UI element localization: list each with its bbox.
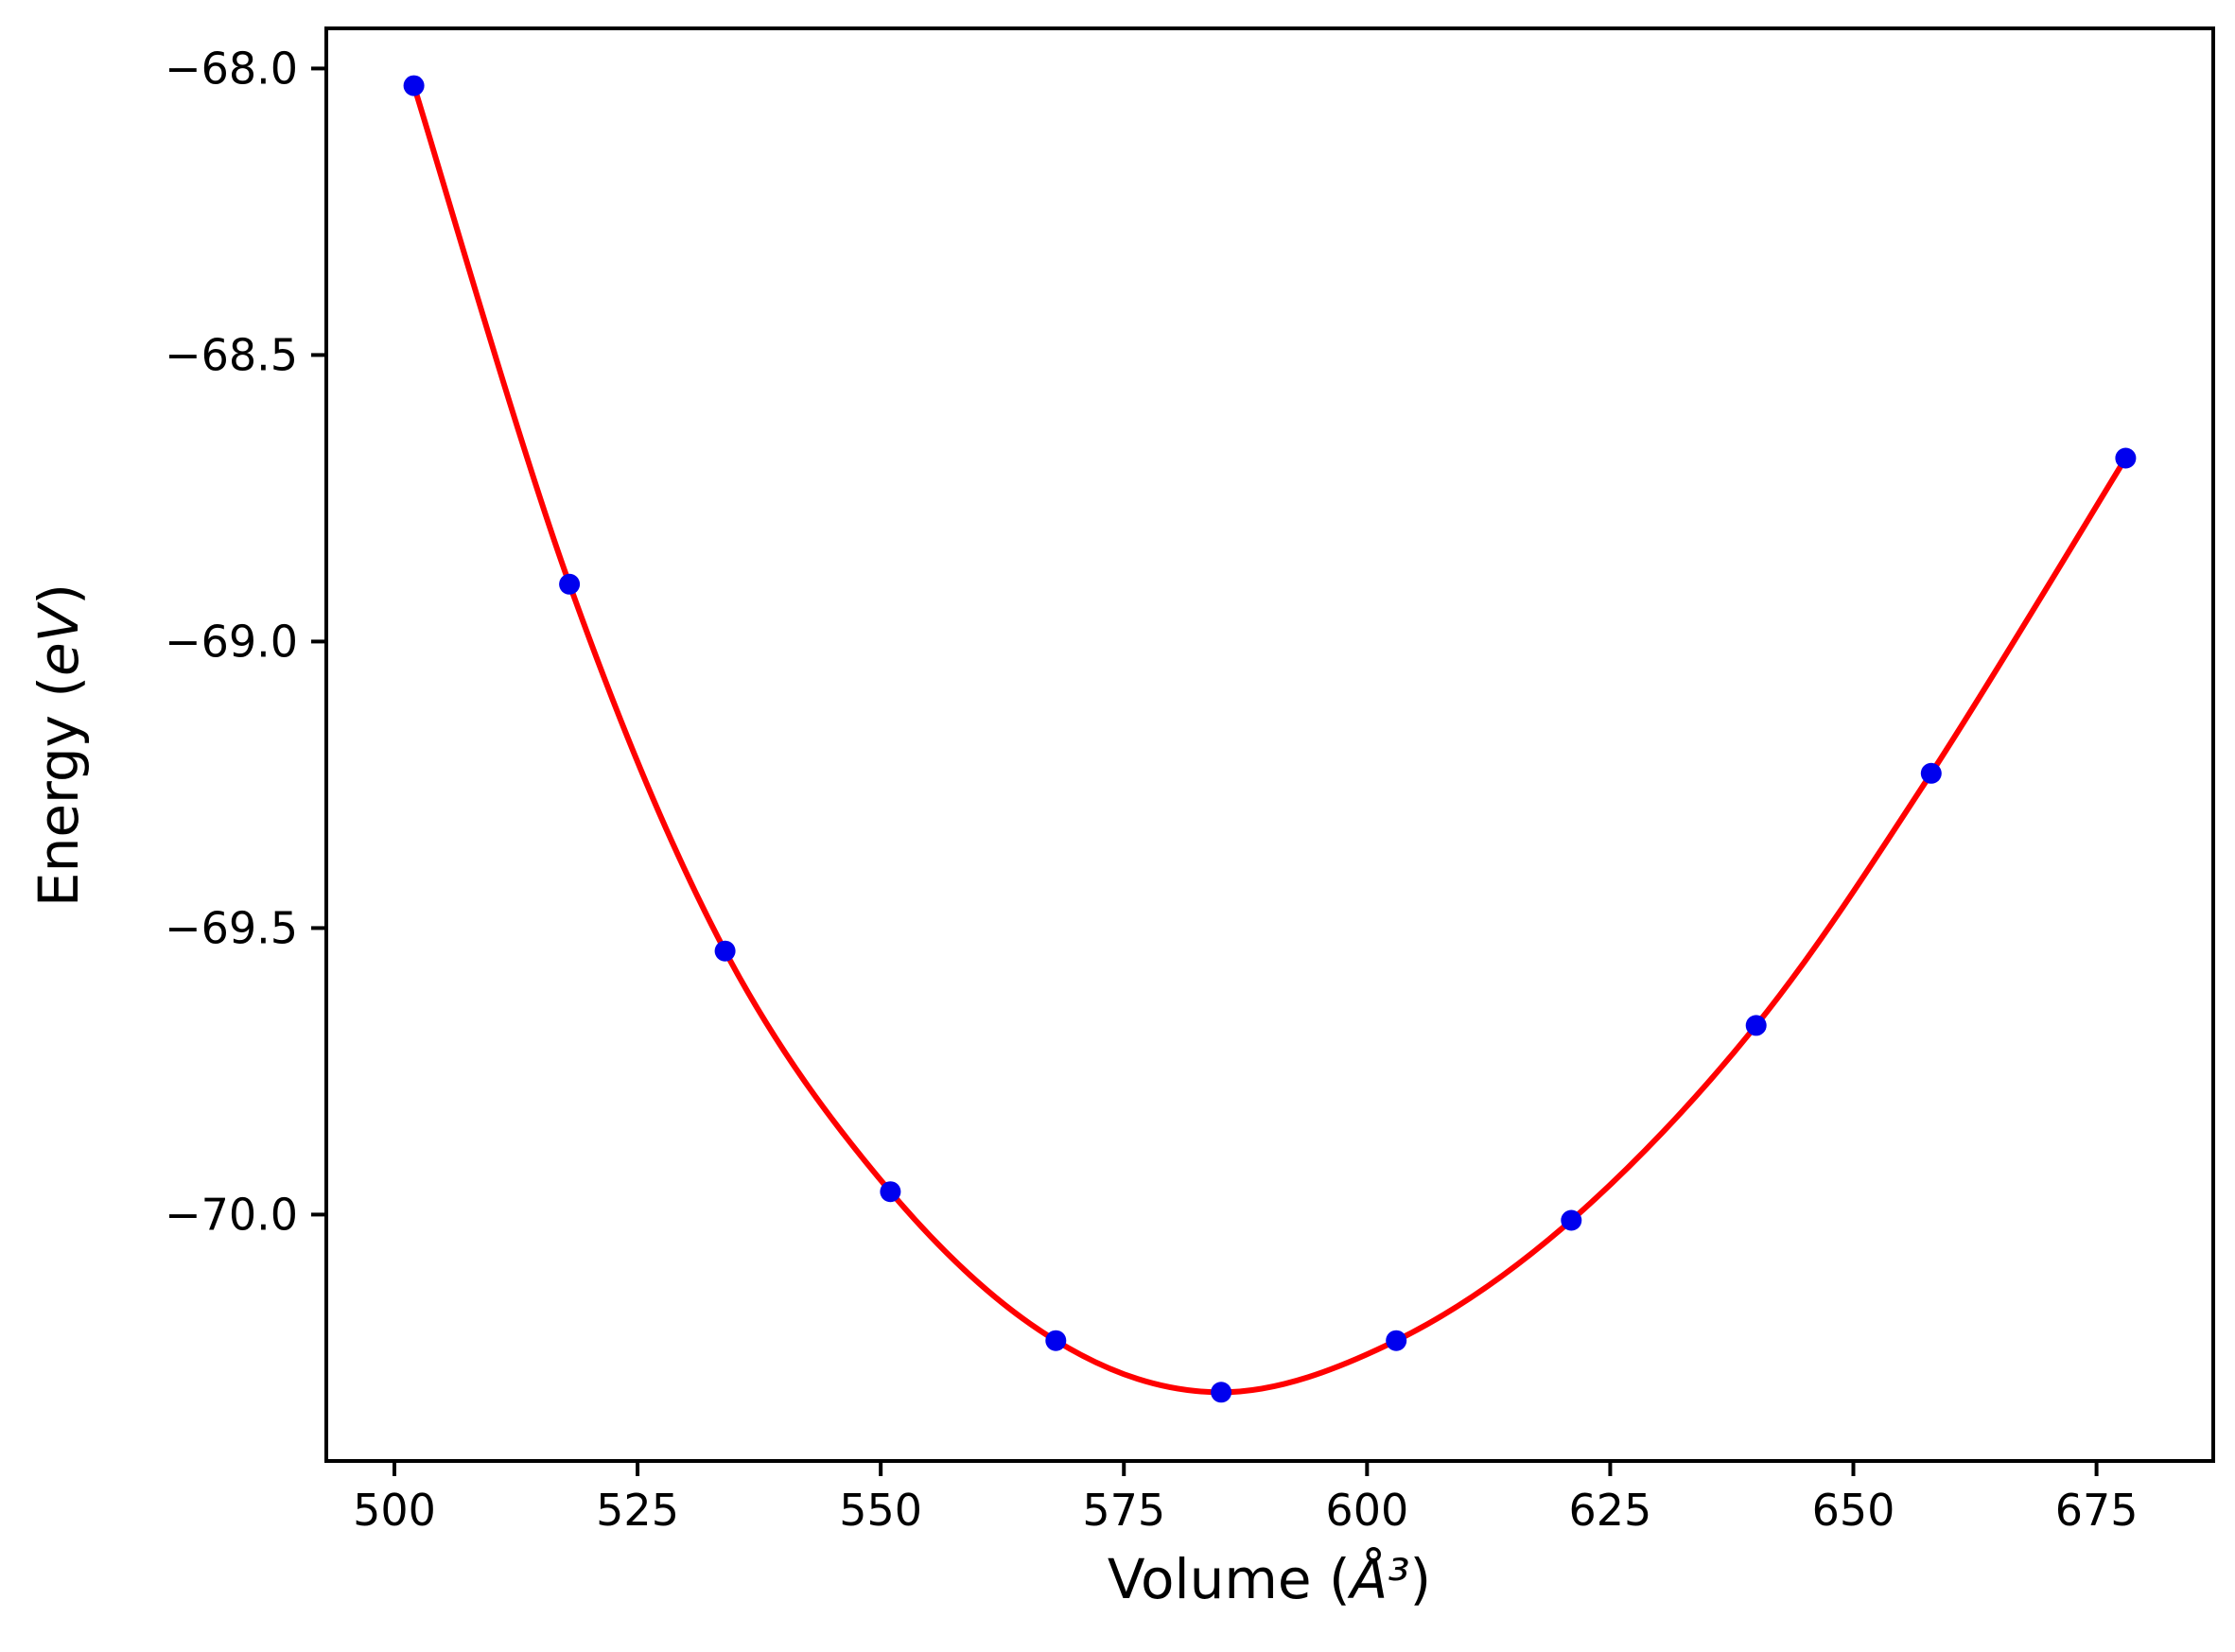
data-point <box>559 573 581 595</box>
x-tick-label: 600 <box>1325 1485 1408 1536</box>
data-point <box>714 940 736 962</box>
data-point <box>1045 1330 1067 1351</box>
data-point <box>1386 1330 1407 1351</box>
eos-fit-curve <box>410 82 2129 1396</box>
x-tick-label: 625 <box>1569 1485 1652 1536</box>
y-tick-label: −69.5 <box>165 902 298 953</box>
x-tick-label: 650 <box>1812 1485 1895 1536</box>
y-tick-label: −68.5 <box>165 329 298 380</box>
x-tick-label: 550 <box>839 1485 922 1536</box>
data-point <box>1745 1015 1767 1036</box>
data-point <box>1920 762 1942 784</box>
x-tick-label: 525 <box>596 1485 679 1536</box>
axes-spines <box>324 26 2215 1463</box>
data-point <box>2115 447 2137 469</box>
y-tick-label: −69.0 <box>165 616 298 667</box>
y-tick-label: −68.0 <box>165 43 298 94</box>
x-tick-label: 500 <box>353 1485 436 1536</box>
data-point <box>1211 1382 1232 1403</box>
x-axis-label: Volume (Å³) <box>1108 1546 1431 1611</box>
x-tick-label: 675 <box>2055 1485 2139 1536</box>
y-axis-label: Energy (eV) <box>26 583 91 907</box>
data-point <box>403 75 425 96</box>
data-point <box>880 1181 901 1203</box>
data-point <box>1561 1209 1582 1231</box>
y-tick-label: −70.0 <box>165 1189 298 1240</box>
x-tick-label: 575 <box>1082 1485 1165 1536</box>
plot-area: 500 525 550 575 600 625 650 675 −68.0 −68.5 −69.0 −… <box>165 26 2215 1536</box>
